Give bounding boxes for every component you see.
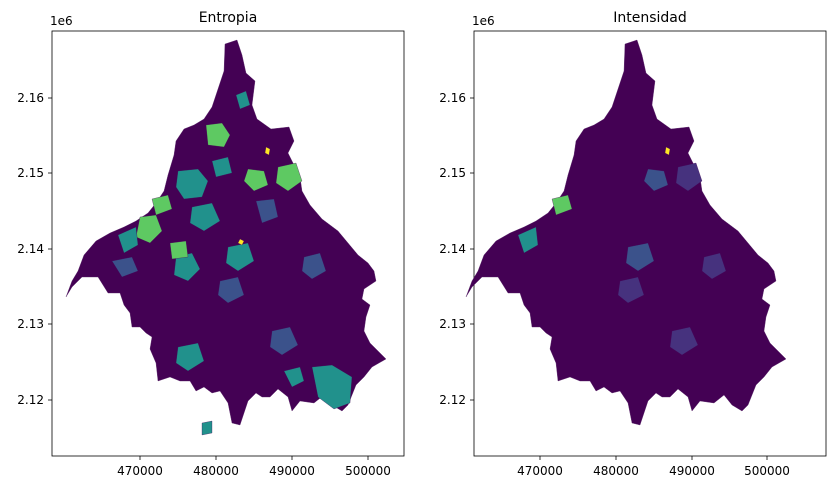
y-tick-label: 2.13 <box>17 317 44 331</box>
map-region <box>175 168 209 200</box>
map-region <box>173 252 201 282</box>
y-tick-label: 2.12 <box>439 393 466 407</box>
map-region-base <box>465 39 787 426</box>
map-region <box>625 242 655 272</box>
y-tick-label: 2.14 <box>439 242 466 256</box>
x-tick-label: 500000 <box>744 464 790 478</box>
y-tick-label: 2.14 <box>17 242 44 256</box>
map-region <box>117 226 139 254</box>
map-region <box>237 238 245 246</box>
panel-entropia: Entropia 1e6 470000 480000 490000 500000… <box>17 10 405 478</box>
y-tick-label: 2.16 <box>17 91 44 105</box>
x-tick-label: 470000 <box>117 464 163 478</box>
map-region <box>211 156 233 178</box>
panel-intensidad: Intensidad 1e6 470000 480000 490000 5000… <box>439 10 827 478</box>
map-region <box>301 252 327 280</box>
map-region <box>243 168 269 192</box>
x-tick-label: 480000 <box>593 464 639 478</box>
map-region <box>201 420 213 436</box>
map-region <box>311 364 353 410</box>
map-region-base <box>65 39 387 436</box>
panel-title: Entropia <box>199 10 258 26</box>
map-region <box>275 162 303 192</box>
y-offset-label: 1e6 <box>50 14 73 28</box>
map-region <box>283 366 305 388</box>
x-tick-label: 470000 <box>517 464 563 478</box>
map-region <box>151 194 173 216</box>
y-tick-label: 2.15 <box>17 166 44 180</box>
panel-title: Intensidad <box>613 10 687 26</box>
map-region <box>664 146 671 156</box>
y-axis: 2.12 2.13 2.14 2.15 2.16 <box>439 91 474 407</box>
map-region <box>175 342 205 372</box>
map-region <box>669 326 699 356</box>
x-tick-label: 490000 <box>269 464 315 478</box>
map-region <box>517 226 539 254</box>
x-axis: 470000 480000 490000 500000 <box>517 456 790 478</box>
map-region <box>169 240 189 260</box>
map-region <box>235 90 251 110</box>
map-region <box>269 326 299 356</box>
x-tick-label: 480000 <box>193 464 239 478</box>
x-axis: 470000 480000 490000 500000 <box>117 456 391 478</box>
map-region <box>643 168 669 192</box>
map-region <box>255 198 279 224</box>
map-region <box>264 146 271 156</box>
y-offset-label: 1e6 <box>472 14 495 28</box>
x-tick-label: 490000 <box>669 464 715 478</box>
y-tick-label: 2.13 <box>439 317 466 331</box>
map-region <box>551 194 573 216</box>
map-region <box>205 122 231 148</box>
y-tick-label: 2.15 <box>439 166 466 180</box>
x-tick-label: 500000 <box>345 464 391 478</box>
map-region <box>675 162 703 192</box>
city-outline <box>465 39 787 426</box>
city-map <box>465 39 787 426</box>
y-axis: 2.12 2.13 2.14 2.15 2.16 <box>17 91 52 407</box>
map-region <box>189 202 221 232</box>
y-tick-label: 2.12 <box>17 393 44 407</box>
map-region <box>701 252 727 280</box>
map-region <box>225 242 255 272</box>
y-tick-label: 2.16 <box>439 91 466 105</box>
city-outline <box>65 39 387 426</box>
map-region <box>111 256 139 278</box>
city-map <box>65 39 387 436</box>
map-region <box>617 276 645 304</box>
map-region <box>217 276 245 304</box>
